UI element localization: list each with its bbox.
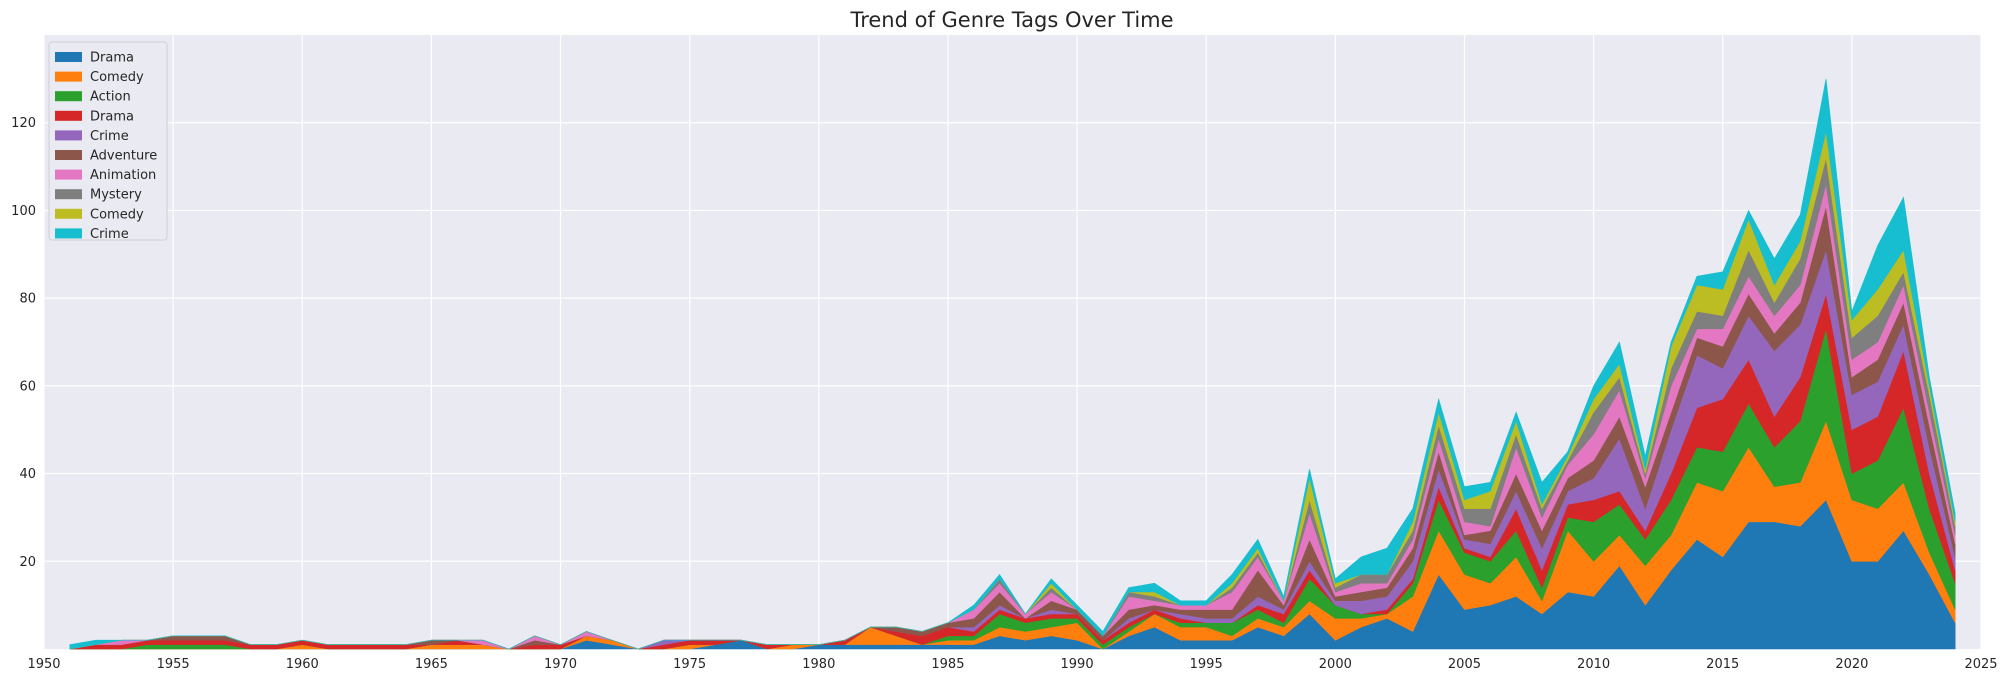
x-axis-ticks: 1950 1955 1960 1965 1970 1975 1980 1985 1990 1995… — [27, 657, 1997, 672]
y-tick-label: 40 — [19, 467, 36, 482]
legend-label: Comedy — [90, 70, 144, 85]
legend-swatch — [55, 150, 82, 160]
legend-swatch — [55, 110, 82, 121]
legend-swatch — [55, 52, 82, 62]
legend-swatch — [55, 71, 82, 82]
legend-swatch — [55, 228, 82, 239]
x-tick-label: 1975 — [673, 657, 706, 672]
x-tick-label: 2020 — [1835, 657, 1868, 672]
x-tick-label: 1960 — [286, 657, 319, 672]
x-tick-label: 1990 — [1061, 657, 1094, 672]
x-tick-label: 1970 — [544, 657, 577, 672]
y-tick-label: 100 — [11, 204, 36, 219]
x-tick-label: 1995 — [1190, 657, 1223, 672]
legend-label: Adventure — [90, 149, 157, 164]
legend-swatch — [55, 91, 82, 102]
legend-label: Comedy — [90, 207, 144, 222]
x-tick-label: 2025 — [1964, 657, 1997, 672]
x-tick-label: 2010 — [1577, 657, 1610, 672]
x-tick-label: 1955 — [157, 657, 190, 672]
x-tick-label: 1980 — [802, 657, 835, 672]
y-tick-label: 80 — [19, 292, 36, 307]
y-axis-ticks: 20 40 60 80 100 120 — [11, 116, 36, 570]
legend-label: Mystery — [90, 188, 142, 203]
legend-label: Drama — [90, 109, 134, 124]
legend-label: Crime — [90, 227, 129, 242]
legend-swatch — [55, 130, 82, 141]
x-tick-label: 1950 — [27, 657, 60, 672]
legend: Drama Comedy Action Drama Crime Adventure Anim… — [48, 41, 168, 242]
legend-swatch — [55, 208, 82, 219]
x-tick-label: 1965 — [415, 657, 448, 672]
chart-title: Trend of Genre Tags Over Time — [849, 8, 1173, 32]
legend-swatch — [55, 189, 82, 200]
y-tick-label: 20 — [19, 555, 36, 570]
x-tick-label: 1985 — [931, 657, 964, 672]
x-tick-label: 2005 — [1448, 657, 1481, 672]
x-tick-label: 2000 — [1319, 657, 1352, 672]
legend-label: Animation — [90, 168, 156, 183]
area-series — [69, 78, 1956, 650]
legend-label: Drama — [90, 51, 134, 66]
x-tick-label: 2015 — [1706, 657, 1739, 672]
y-tick-label: 60 — [19, 379, 36, 394]
legend-swatch — [55, 169, 82, 180]
legend-label: Action — [90, 90, 131, 105]
y-tick-label: 120 — [11, 116, 36, 131]
legend-label: Crime — [90, 129, 129, 144]
area-series-9 — [69, 78, 1956, 650]
